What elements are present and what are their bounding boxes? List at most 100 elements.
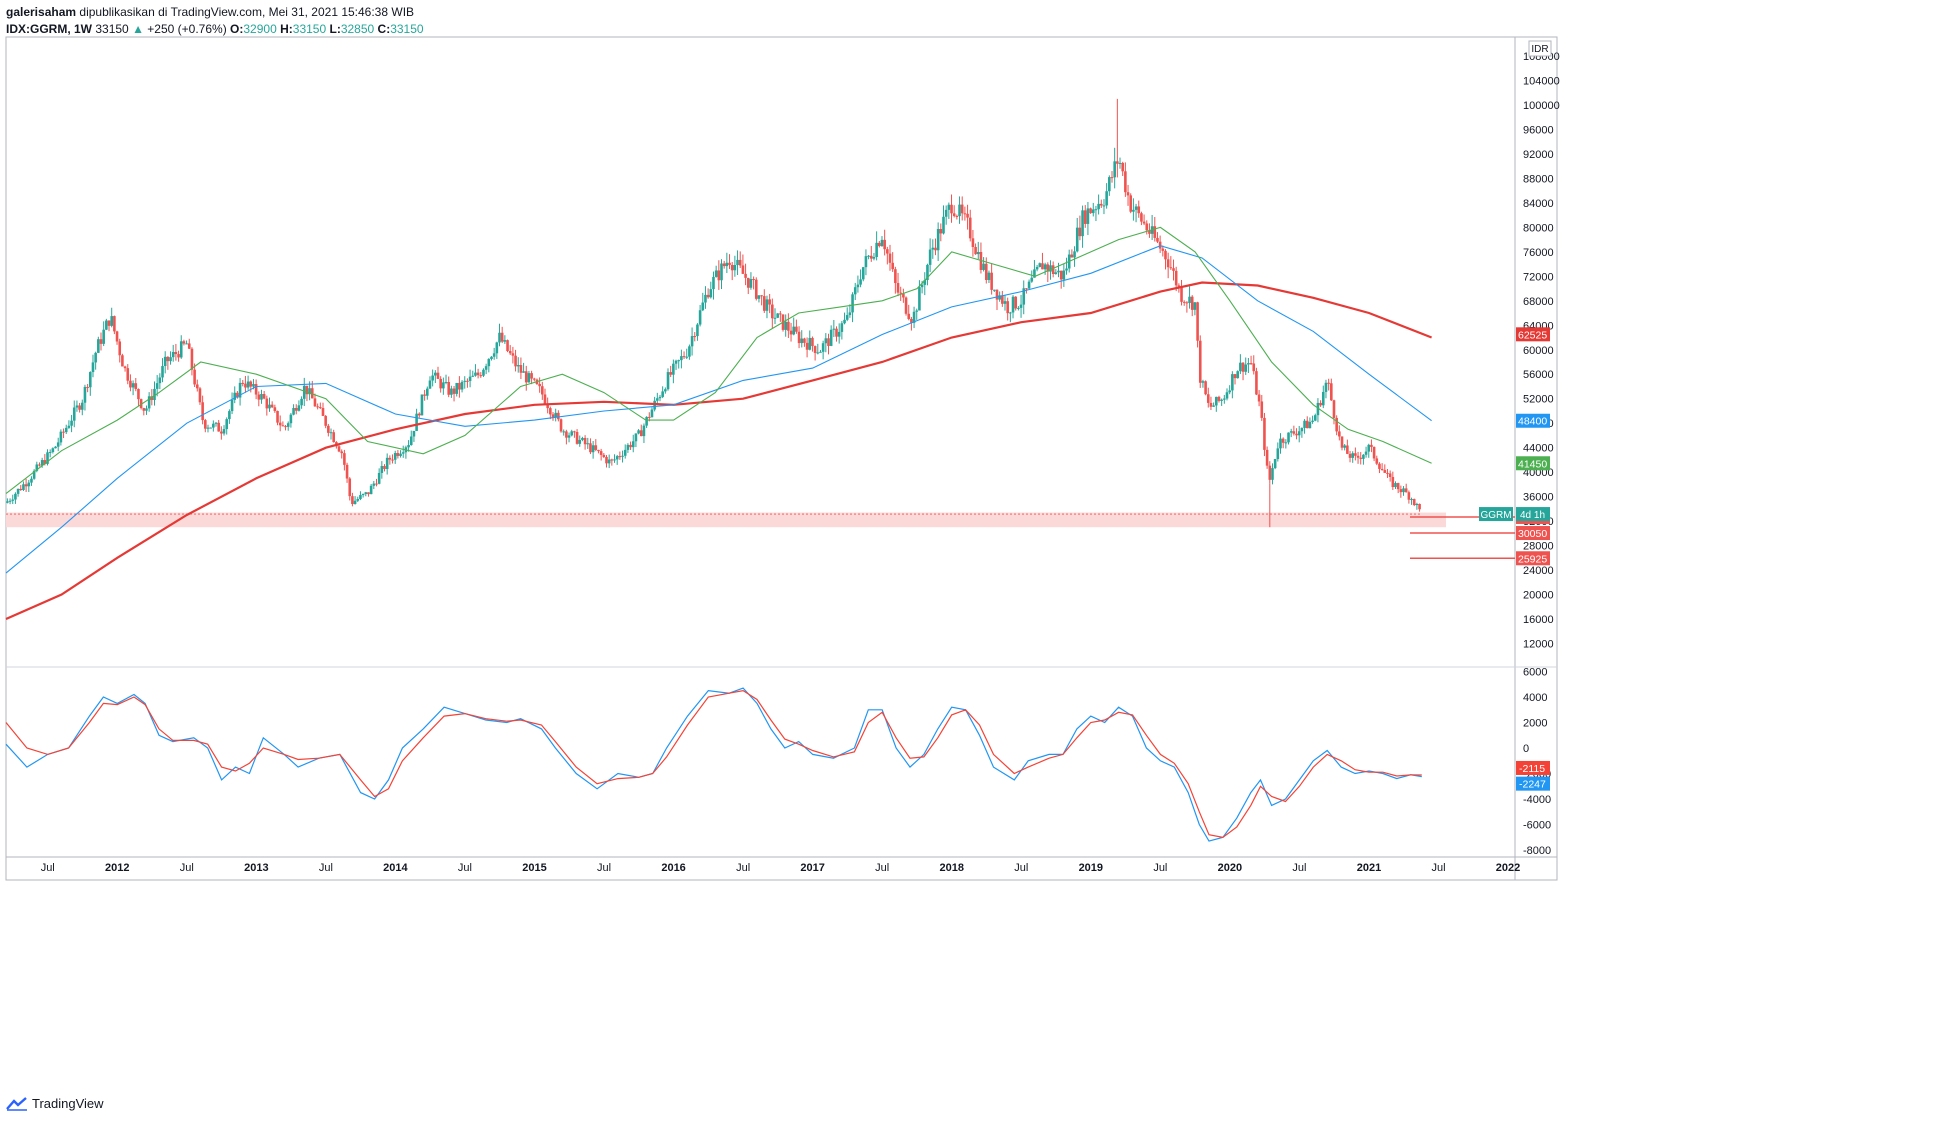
candle <box>567 435 571 438</box>
candle <box>286 423 290 427</box>
candle <box>554 412 557 418</box>
footer: TradingView <box>6 1096 104 1111</box>
candle <box>1009 312 1012 314</box>
candle <box>1094 209 1098 211</box>
price-label-badge <box>1516 551 1550 566</box>
symbol-label[interactable]: IDX:GGRM, 1W <box>6 22 92 36</box>
candle <box>661 391 664 397</box>
publisher-user[interactable]: galerisaham <box>6 5 77 19</box>
candle <box>1011 296 1015 313</box>
price-change: +250 (+0.76%) <box>147 22 227 36</box>
price-tick-label: 100000 <box>1523 100 1560 112</box>
footer-brand[interactable]: TradingView <box>32 1096 104 1111</box>
time-tick-label: Jul <box>1292 862 1306 874</box>
candle <box>468 376 472 381</box>
candle <box>824 338 828 344</box>
candle <box>1300 427 1304 432</box>
candle <box>329 432 333 434</box>
candle <box>1356 455 1360 458</box>
candle <box>1284 442 1288 444</box>
candle <box>228 411 231 420</box>
candle <box>1348 453 1352 458</box>
candle <box>1172 268 1175 271</box>
candle <box>658 396 662 399</box>
candle <box>1174 270 1178 286</box>
candle <box>669 372 672 375</box>
candle <box>450 388 453 395</box>
candle <box>532 378 536 380</box>
candle <box>984 263 988 280</box>
candle <box>1233 374 1237 379</box>
candle <box>145 408 148 411</box>
candle <box>944 209 948 217</box>
candle <box>594 445 598 450</box>
candle <box>1338 431 1341 437</box>
candle <box>1070 254 1074 258</box>
candle <box>835 328 838 337</box>
candle <box>198 388 202 403</box>
candle <box>310 388 314 399</box>
candle <box>1086 208 1090 224</box>
candle <box>631 441 635 448</box>
candle <box>1137 206 1141 214</box>
candle <box>399 453 402 456</box>
candle <box>819 351 822 353</box>
candle <box>1404 488 1408 493</box>
candle <box>928 249 932 265</box>
candle <box>920 284 924 288</box>
candle <box>67 425 71 428</box>
candle <box>1279 438 1282 449</box>
open-label: O: <box>230 22 244 36</box>
candle <box>1263 417 1266 450</box>
candle <box>118 341 122 356</box>
candle <box>466 380 469 382</box>
candle <box>685 356 689 358</box>
candle <box>551 414 555 418</box>
candle <box>150 396 154 401</box>
candle <box>212 423 215 428</box>
candle <box>1083 210 1087 224</box>
candle <box>926 264 929 281</box>
candle <box>1027 281 1031 289</box>
candle <box>1324 382 1328 392</box>
candle <box>482 369 485 376</box>
candle <box>1003 301 1007 304</box>
candle <box>829 329 833 346</box>
candle <box>602 454 606 457</box>
candle <box>340 451 344 454</box>
candle <box>894 269 897 284</box>
candle <box>313 398 317 407</box>
candle <box>236 392 239 398</box>
ma-line-ma50 <box>5 226 1432 495</box>
price-tick-label: 28000 <box>1523 541 1554 553</box>
candle <box>391 459 394 461</box>
time-tick-label: 2021 <box>1357 862 1381 874</box>
candle <box>634 433 638 442</box>
candle <box>1410 499 1413 501</box>
candle <box>618 456 622 458</box>
candle <box>1321 391 1325 406</box>
candle <box>380 466 384 473</box>
currency-badge[interactable] <box>1528 40 1552 57</box>
candle <box>458 382 461 390</box>
candle <box>915 310 919 312</box>
candle <box>952 213 956 216</box>
chart-canvas[interactable]: 1200016000200002400028000320003600040000… <box>0 0 1934 1090</box>
price-tick-label: 88000 <box>1523 173 1554 185</box>
candle <box>878 242 881 247</box>
candle <box>522 371 525 373</box>
candle <box>557 412 560 420</box>
candle <box>1247 363 1250 365</box>
candle <box>393 453 397 460</box>
candle <box>426 388 429 396</box>
candle <box>524 371 528 383</box>
countdown-badge <box>1516 507 1550 522</box>
candle <box>1292 431 1296 434</box>
macd-line-signal <box>5 689 1422 838</box>
candle <box>292 408 295 415</box>
candle <box>281 425 285 427</box>
candle <box>351 496 354 505</box>
candle <box>1065 268 1068 271</box>
candle <box>48 452 52 454</box>
candle <box>803 338 806 343</box>
